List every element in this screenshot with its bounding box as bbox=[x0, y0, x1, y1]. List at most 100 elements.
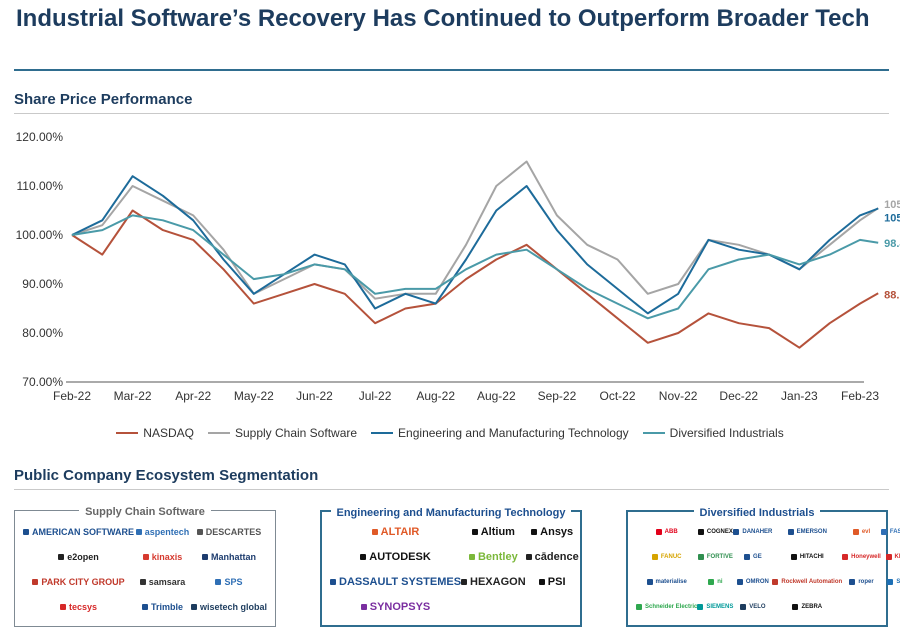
logo-mark-icon bbox=[646, 578, 653, 585]
industrials-box: Diversified Industrials ABB COGNEX DANAHER… bbox=[626, 507, 900, 627]
logo-mark-icon bbox=[787, 529, 794, 536]
title-divider bbox=[14, 69, 889, 71]
legend-item: Supply Chain Software bbox=[207, 426, 358, 440]
logo-mark-icon bbox=[885, 554, 892, 561]
section-divider bbox=[14, 489, 889, 490]
page-title: Industrial Software’s Recovery Has Conti… bbox=[16, 5, 870, 32]
company-logo: OMRON bbox=[736, 578, 769, 585]
logo-mark-icon bbox=[636, 603, 642, 610]
x-tick-label: Feb-22 bbox=[53, 389, 91, 403]
company-logo: FAST RADIUS bbox=[880, 529, 900, 536]
logo-name: Trimble bbox=[150, 602, 183, 613]
company-logo: Trimble bbox=[141, 602, 183, 613]
company-logo: DANAHER bbox=[733, 529, 772, 536]
x-tick-label: Apr-22 bbox=[175, 389, 211, 403]
logo-mark-icon bbox=[196, 528, 203, 535]
x-tick-label: Sep-22 bbox=[538, 389, 577, 403]
logo-mark-icon bbox=[190, 604, 197, 611]
logo-name: ni bbox=[717, 578, 723, 585]
industrials-box-title: Diversified Industrials bbox=[693, 507, 821, 519]
logo-mark-icon bbox=[58, 553, 65, 560]
logo-mark-icon bbox=[201, 553, 208, 560]
company-logo: ABB bbox=[655, 529, 678, 536]
company-logo: PSI bbox=[538, 576, 566, 588]
logo-name: PARK CITY GROUP bbox=[41, 577, 125, 588]
logo-name: AMERICAN SOFTWARE bbox=[32, 526, 134, 537]
logo-mark-icon bbox=[215, 579, 222, 586]
company-logo: VELO bbox=[740, 603, 766, 610]
logo-mark-icon bbox=[852, 529, 859, 536]
section-divider bbox=[14, 113, 889, 114]
company-logo: wisetech global bbox=[190, 602, 267, 612]
legend-swatch bbox=[642, 432, 665, 434]
logo-name: FANUC bbox=[660, 554, 682, 561]
logo-mark-icon bbox=[887, 578, 894, 585]
x-tick-label: Oct-22 bbox=[600, 389, 636, 403]
logo-mark-icon bbox=[468, 554, 475, 561]
company-logo: PARK CITY GROUP bbox=[32, 577, 125, 588]
company-logo: AUTODESK bbox=[360, 551, 431, 563]
y-tick-label: 70.00% bbox=[22, 375, 63, 389]
legend-swatch bbox=[116, 432, 139, 434]
logo-mark-icon bbox=[744, 554, 751, 561]
company-logo: cādence bbox=[525, 551, 579, 563]
x-tick-label: Mar-22 bbox=[114, 389, 152, 403]
logo-name: Altium bbox=[480, 526, 515, 539]
company-logo: roper bbox=[849, 578, 874, 585]
logo-name: samsara bbox=[148, 577, 186, 588]
logo-mark-icon bbox=[330, 578, 336, 585]
logo-mark-icon bbox=[142, 553, 149, 560]
logo-name: SPS bbox=[224, 577, 243, 588]
company-logo: GE bbox=[744, 554, 762, 561]
logo-name: DASSAULT SYSTEMES bbox=[339, 575, 462, 588]
logo-mark-icon bbox=[59, 604, 66, 611]
supply-chain-box-title: Supply Chain Software bbox=[79, 506, 211, 518]
logo-mark-icon bbox=[842, 554, 849, 561]
series-end-label: 105.5 bbox=[884, 199, 900, 211]
legend-label: Supply Chain Software bbox=[234, 426, 358, 440]
x-tick-label: Nov-22 bbox=[659, 389, 698, 403]
company-logo: Honeywell bbox=[842, 554, 881, 561]
logo-name: DESCARTES bbox=[205, 526, 262, 537]
company-logo: Bentley bbox=[468, 551, 518, 564]
company-logo: ni bbox=[708, 578, 723, 585]
logo-mark-icon bbox=[531, 529, 538, 536]
company-logo: EMERSON bbox=[787, 529, 827, 536]
company-logo: evl bbox=[852, 529, 870, 536]
logo-mark-icon bbox=[655, 529, 662, 536]
logo-name: FAST RADIUS bbox=[889, 529, 900, 536]
company-logo: Altium bbox=[471, 526, 515, 539]
chart-legend: NASDAQ Supply Chain Software Engineering a… bbox=[0, 426, 900, 440]
series-end-label: 105.4 bbox=[884, 213, 900, 225]
logo-mark-icon bbox=[538, 578, 545, 585]
logo-name: Manhattan bbox=[210, 551, 256, 562]
logo-name: HITACHI bbox=[799, 554, 824, 561]
y-tick-label: 110.00% bbox=[17, 179, 64, 193]
section-heading-share-price: Share Price Performance bbox=[14, 91, 193, 108]
y-tick-label: 120.00% bbox=[16, 130, 64, 144]
logo-mark-icon bbox=[736, 578, 743, 585]
company-logo: ALTAIR bbox=[371, 526, 419, 538]
logo-mark-icon bbox=[139, 579, 146, 586]
legend-item: NASDAQ bbox=[116, 426, 194, 440]
legend-swatch bbox=[371, 432, 394, 434]
logo-mark-icon bbox=[697, 603, 704, 610]
x-tick-label: Aug-22 bbox=[477, 389, 516, 403]
company-logo: SIEMENS bbox=[697, 603, 733, 610]
logo-name: Rockwell Automation bbox=[781, 578, 843, 585]
logo-name: EMERSON bbox=[796, 529, 827, 536]
company-logo: samsara bbox=[139, 577, 186, 588]
logo-mark-icon bbox=[792, 603, 799, 610]
logo-name: Bentley bbox=[477, 551, 518, 564]
logo-name: FORTIVE bbox=[706, 554, 733, 561]
logo-mark-icon bbox=[697, 554, 704, 561]
company-logo: DASSAULT SYSTEMES bbox=[330, 576, 461, 588]
logo-name: AUTODESK bbox=[369, 551, 431, 564]
logo-mark-icon bbox=[371, 529, 378, 536]
logo-name: tecsys bbox=[68, 602, 98, 613]
supply-chain-box: Supply Chain Software AMERICAN SOFTWARE a… bbox=[14, 506, 276, 627]
x-tick-label: Jun-22 bbox=[296, 389, 333, 403]
logo-name: ABB bbox=[664, 529, 678, 536]
logo-mark-icon bbox=[360, 554, 367, 561]
logo-mark-icon bbox=[32, 579, 39, 586]
